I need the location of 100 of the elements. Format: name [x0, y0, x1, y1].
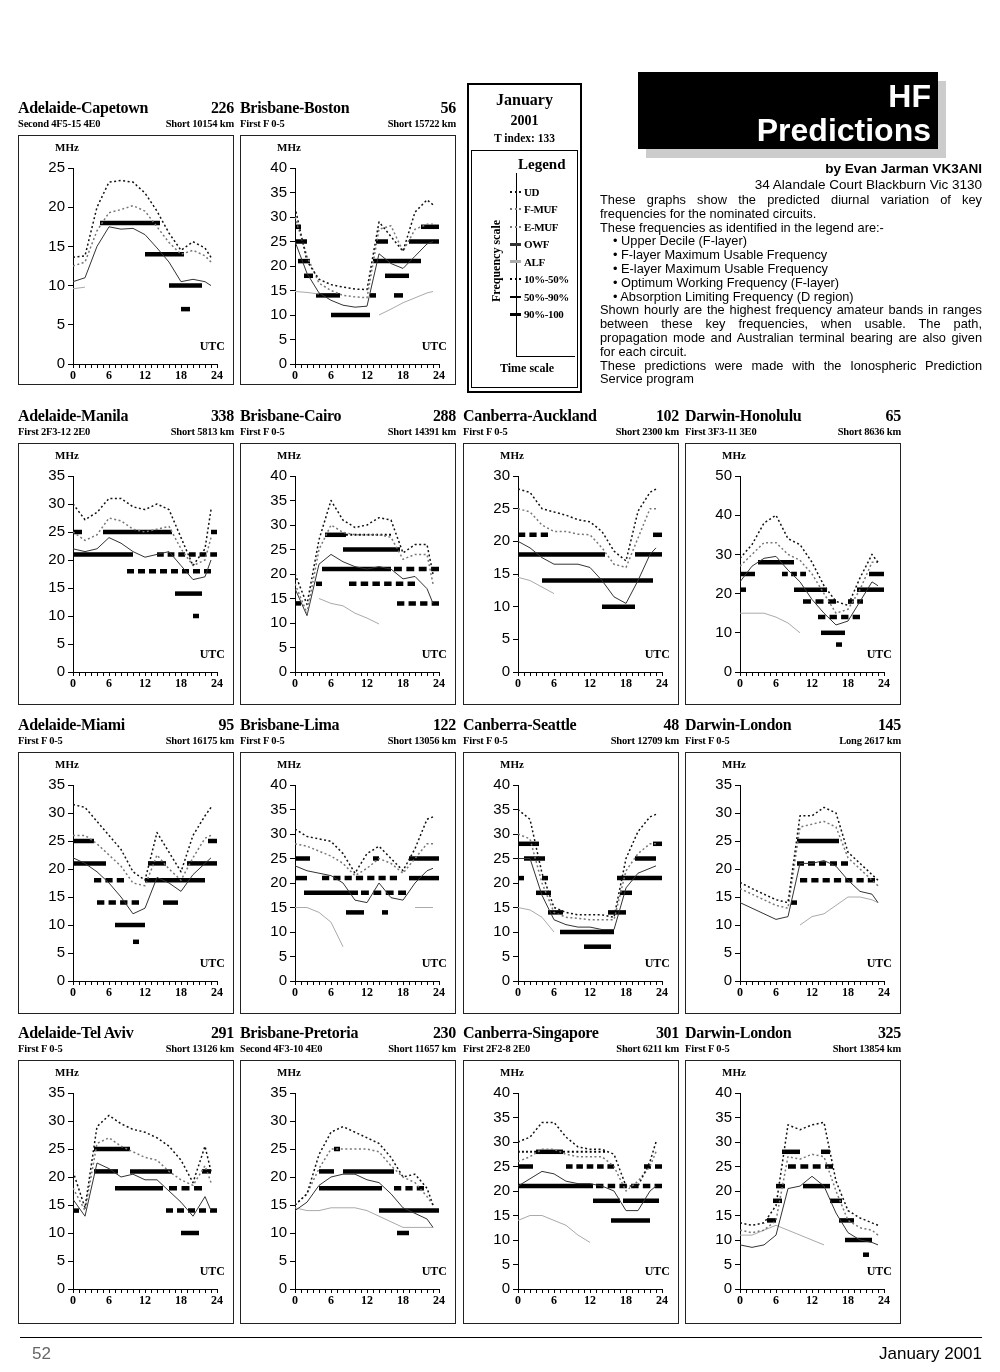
- x-tick-label: 12: [584, 985, 596, 1000]
- x-tick-label: 12: [584, 1293, 596, 1308]
- legend-label: 90%-100: [524, 308, 564, 321]
- y-tick-label: 20: [270, 873, 287, 891]
- x-tick-label: 24: [878, 1293, 890, 1308]
- y-tick-label: 25: [715, 1156, 732, 1174]
- y-tick-label: 30: [48, 803, 65, 821]
- x-tick-label: 24: [433, 676, 445, 691]
- x-axis-title: UTC: [421, 647, 447, 661]
- y-tick-label: 15: [270, 1195, 287, 1213]
- chart-subtitle: First 2F2-8 2E0: [463, 1042, 530, 1055]
- y-tick-label: 5: [56, 943, 65, 961]
- x-tick-label: 24: [433, 368, 445, 383]
- x-tick-label: 6: [551, 985, 557, 1000]
- y-axis-title: MHz: [55, 1066, 80, 1078]
- x-tick-label: 6: [106, 1293, 112, 1308]
- text: January: [495, 90, 554, 109]
- legend-title: Legend: [518, 156, 566, 173]
- y-tick-label: 30: [270, 824, 287, 842]
- y-tick-label: 20: [715, 583, 732, 601]
- y-tick-label: 0: [56, 662, 65, 680]
- y-axis-title: MHz: [277, 758, 302, 770]
- text: Short 13854 km: [832, 1042, 901, 1055]
- text: Long 2617 km: [839, 734, 901, 747]
- y-tick-label: 25: [48, 1139, 65, 1157]
- x-tick-label: 18: [397, 1293, 409, 1308]
- legend-label: UD: [524, 185, 540, 198]
- x-tick-label: 0: [70, 985, 76, 1000]
- y-tick-label: 15: [493, 897, 510, 915]
- y-tick-label: 5: [723, 1254, 732, 1272]
- y-tick-label: 40: [270, 158, 287, 176]
- y-tick-label: 20: [48, 550, 65, 568]
- chart-subtitle: First F 0-5: [240, 734, 285, 747]
- y-axis-title: MHz: [500, 449, 525, 461]
- y-axis-title: MHz: [722, 1066, 747, 1078]
- y-tick-label: 0: [723, 662, 732, 680]
- chart-title: Brisbane-Cairo: [240, 407, 342, 425]
- text: Short 15722 km: [387, 117, 456, 130]
- y-tick-label: 15: [48, 887, 65, 905]
- x-tick-label: 6: [106, 676, 112, 691]
- x-tick-label: 18: [620, 676, 632, 691]
- x-tick-label: 12: [806, 676, 818, 691]
- y-tick-label: 40: [715, 1083, 732, 1101]
- legend-label: ALF: [524, 255, 545, 268]
- legend-label: 50%-90%: [524, 290, 569, 303]
- y-tick-label: 20: [48, 859, 65, 877]
- y-tick-label: 30: [48, 494, 65, 512]
- x-tick-label: 18: [175, 1293, 187, 1308]
- chart-subtitle: First 2F3-12 2E0: [18, 425, 91, 438]
- text: Short 14391 km: [387, 425, 456, 438]
- x-tick-label: 6: [551, 1293, 557, 1308]
- text: 102: [655, 407, 679, 425]
- y-axis-title: MHz: [277, 141, 302, 153]
- text: Short 10154 km: [165, 117, 234, 130]
- y-tick-label: 40: [493, 775, 510, 793]
- text: Short 11657 km: [388, 1042, 456, 1055]
- y-tick-label: 35: [48, 1083, 65, 1101]
- x-tick-label: 18: [842, 676, 854, 691]
- y-tick-label: 20: [715, 859, 732, 877]
- text: Time scale: [500, 361, 555, 376]
- chart-subtitle: First F 0-5: [18, 734, 63, 747]
- y-tick-label: 10: [270, 305, 287, 323]
- chart-subtitle: First F 0-5: [240, 425, 285, 438]
- chart-subtitle: First F 0-5: [685, 1042, 730, 1055]
- y-tick-label: 35: [270, 182, 287, 200]
- y-tick-label: 30: [715, 1132, 732, 1150]
- chart-subtitle: First F 0-5: [685, 734, 730, 747]
- x-axis-title: UTC: [866, 956, 892, 970]
- y-tick-label: 35: [493, 799, 510, 817]
- y-tick-label: 0: [501, 662, 510, 680]
- x-tick-label: 0: [515, 1293, 521, 1308]
- text: 48: [663, 716, 679, 734]
- y-axis-title: MHz: [500, 1066, 525, 1078]
- x-axis-title: UTC: [644, 956, 670, 970]
- x-tick-label: 24: [656, 1293, 668, 1308]
- y-tick-label: 15: [48, 236, 65, 254]
- x-tick-label: 6: [328, 368, 334, 383]
- y-axis-title: MHz: [722, 758, 747, 770]
- x-tick-label: 6: [106, 985, 112, 1000]
- y-tick-label: 35: [270, 1083, 287, 1101]
- x-axis-title: UTC: [644, 1264, 670, 1278]
- x-tick-label: 0: [70, 368, 76, 383]
- x-axis-title: UTC: [199, 647, 225, 661]
- x-tick-label: 6: [773, 1293, 779, 1308]
- y-axis-title: MHz: [500, 758, 525, 770]
- text: 56: [440, 99, 456, 117]
- text: T index: 133: [492, 131, 557, 145]
- x-axis-title: UTC: [644, 647, 670, 661]
- chart-title: Brisbane-Boston: [240, 99, 350, 117]
- y-tick-label: 10: [48, 606, 65, 624]
- y-tick-label: 25: [270, 1139, 287, 1157]
- x-tick-label: 12: [361, 985, 373, 1000]
- y-tick-label: 35: [270, 490, 287, 508]
- x-tick-label: 24: [878, 676, 890, 691]
- x-axis-title: UTC: [421, 956, 447, 970]
- x-tick-label: 0: [737, 1293, 743, 1308]
- chart-title: Adelaide-Capetown: [18, 99, 149, 117]
- y-tick-label: 15: [270, 588, 287, 606]
- x-tick-label: 12: [361, 368, 373, 383]
- y-tick-label: 0: [278, 971, 287, 989]
